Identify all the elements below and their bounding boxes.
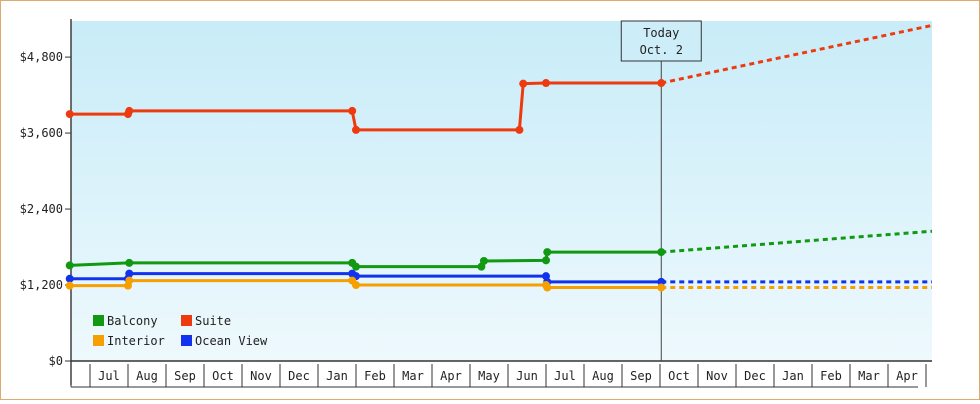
balcony-forecast-line <box>661 229 933 254</box>
suite-point <box>542 79 550 88</box>
x-tick-label: Feb <box>364 369 386 383</box>
suite-point <box>348 106 357 115</box>
balcony-point <box>479 256 488 265</box>
balcony-point <box>125 258 134 267</box>
suite-point <box>515 125 524 134</box>
today-date-label: Oct. 2 <box>640 43 683 57</box>
x-tick-label: Apr <box>440 369 462 383</box>
x-tick-label: Dec <box>744 369 766 383</box>
legend-label: Interior <box>107 334 165 348</box>
balcony-point <box>352 262 360 271</box>
x-tick-label: Jul <box>554 369 576 383</box>
balcony-point <box>657 248 666 257</box>
interior-point <box>543 283 552 292</box>
ocean-view-point <box>65 274 74 283</box>
axes: $0 $1,200 $2,400 $3,600 $4,800 Jul Aug Sep Oct No… <box>20 19 932 388</box>
interior-point <box>125 276 134 285</box>
x-tick-label: Mar <box>402 369 424 383</box>
y-tick-label: $3,600 <box>20 126 63 140</box>
x-tick-label: Aug <box>136 369 158 383</box>
interior-point <box>657 283 666 292</box>
ocean-view-point <box>125 269 134 278</box>
x-tick-label: May <box>478 369 500 383</box>
series-lines <box>65 23 933 292</box>
x-tick-label: Mar <box>858 369 880 383</box>
suite-point <box>352 125 360 134</box>
x-tick-label: Aug <box>592 369 614 383</box>
x-tick-label: Jun <box>516 369 538 383</box>
balcony-point <box>65 261 74 270</box>
y-tick-label: $1,200 <box>20 278 63 292</box>
x-tick-label: Sep <box>174 369 196 383</box>
x-tick-label: Nov <box>706 369 728 383</box>
x-tick-label: Sep <box>630 369 652 383</box>
suite-point <box>125 106 134 115</box>
y-tick-label: $2,400 <box>20 202 63 216</box>
suite-forecast-line <box>660 23 933 85</box>
legend-label: Ocean View <box>195 334 268 348</box>
legend-swatch <box>93 315 104 326</box>
legend: Balcony Suite Interior Ocean View <box>93 314 268 348</box>
today-box <box>620 20 702 62</box>
x-tick-label: Dec <box>288 369 310 383</box>
legend-swatch <box>93 335 104 346</box>
legend-label: Suite <box>195 314 231 328</box>
legend-swatch <box>181 315 192 326</box>
x-tick-label: Jan <box>782 369 804 383</box>
x-tick-label: Jan <box>326 369 348 383</box>
suite-point <box>65 110 74 119</box>
x-tick-label: Oct <box>212 369 234 383</box>
x-tick-label: Apr <box>896 369 918 383</box>
x-tick-label: Feb <box>820 369 842 383</box>
balcony-point <box>542 256 550 265</box>
plot-background <box>71 21 932 361</box>
ocean-view-point <box>657 277 666 286</box>
interior-point <box>65 281 74 290</box>
balcony-point <box>543 248 552 257</box>
suite-point <box>519 79 528 88</box>
y-tick-label: $4,800 <box>20 50 63 64</box>
y-tick-label: $0 <box>49 354 63 368</box>
suite-point <box>657 79 666 88</box>
x-tick-label: Jul <box>98 369 120 383</box>
legend-label: Balcony <box>107 314 158 328</box>
x-tick-label: Oct <box>668 369 690 383</box>
today-marker: Today Oct. 2 <box>620 20 702 361</box>
interior-point <box>352 281 360 290</box>
today-label: Today <box>643 26 679 40</box>
x-tick-label: Nov <box>250 369 272 383</box>
legend-swatch <box>181 335 192 346</box>
